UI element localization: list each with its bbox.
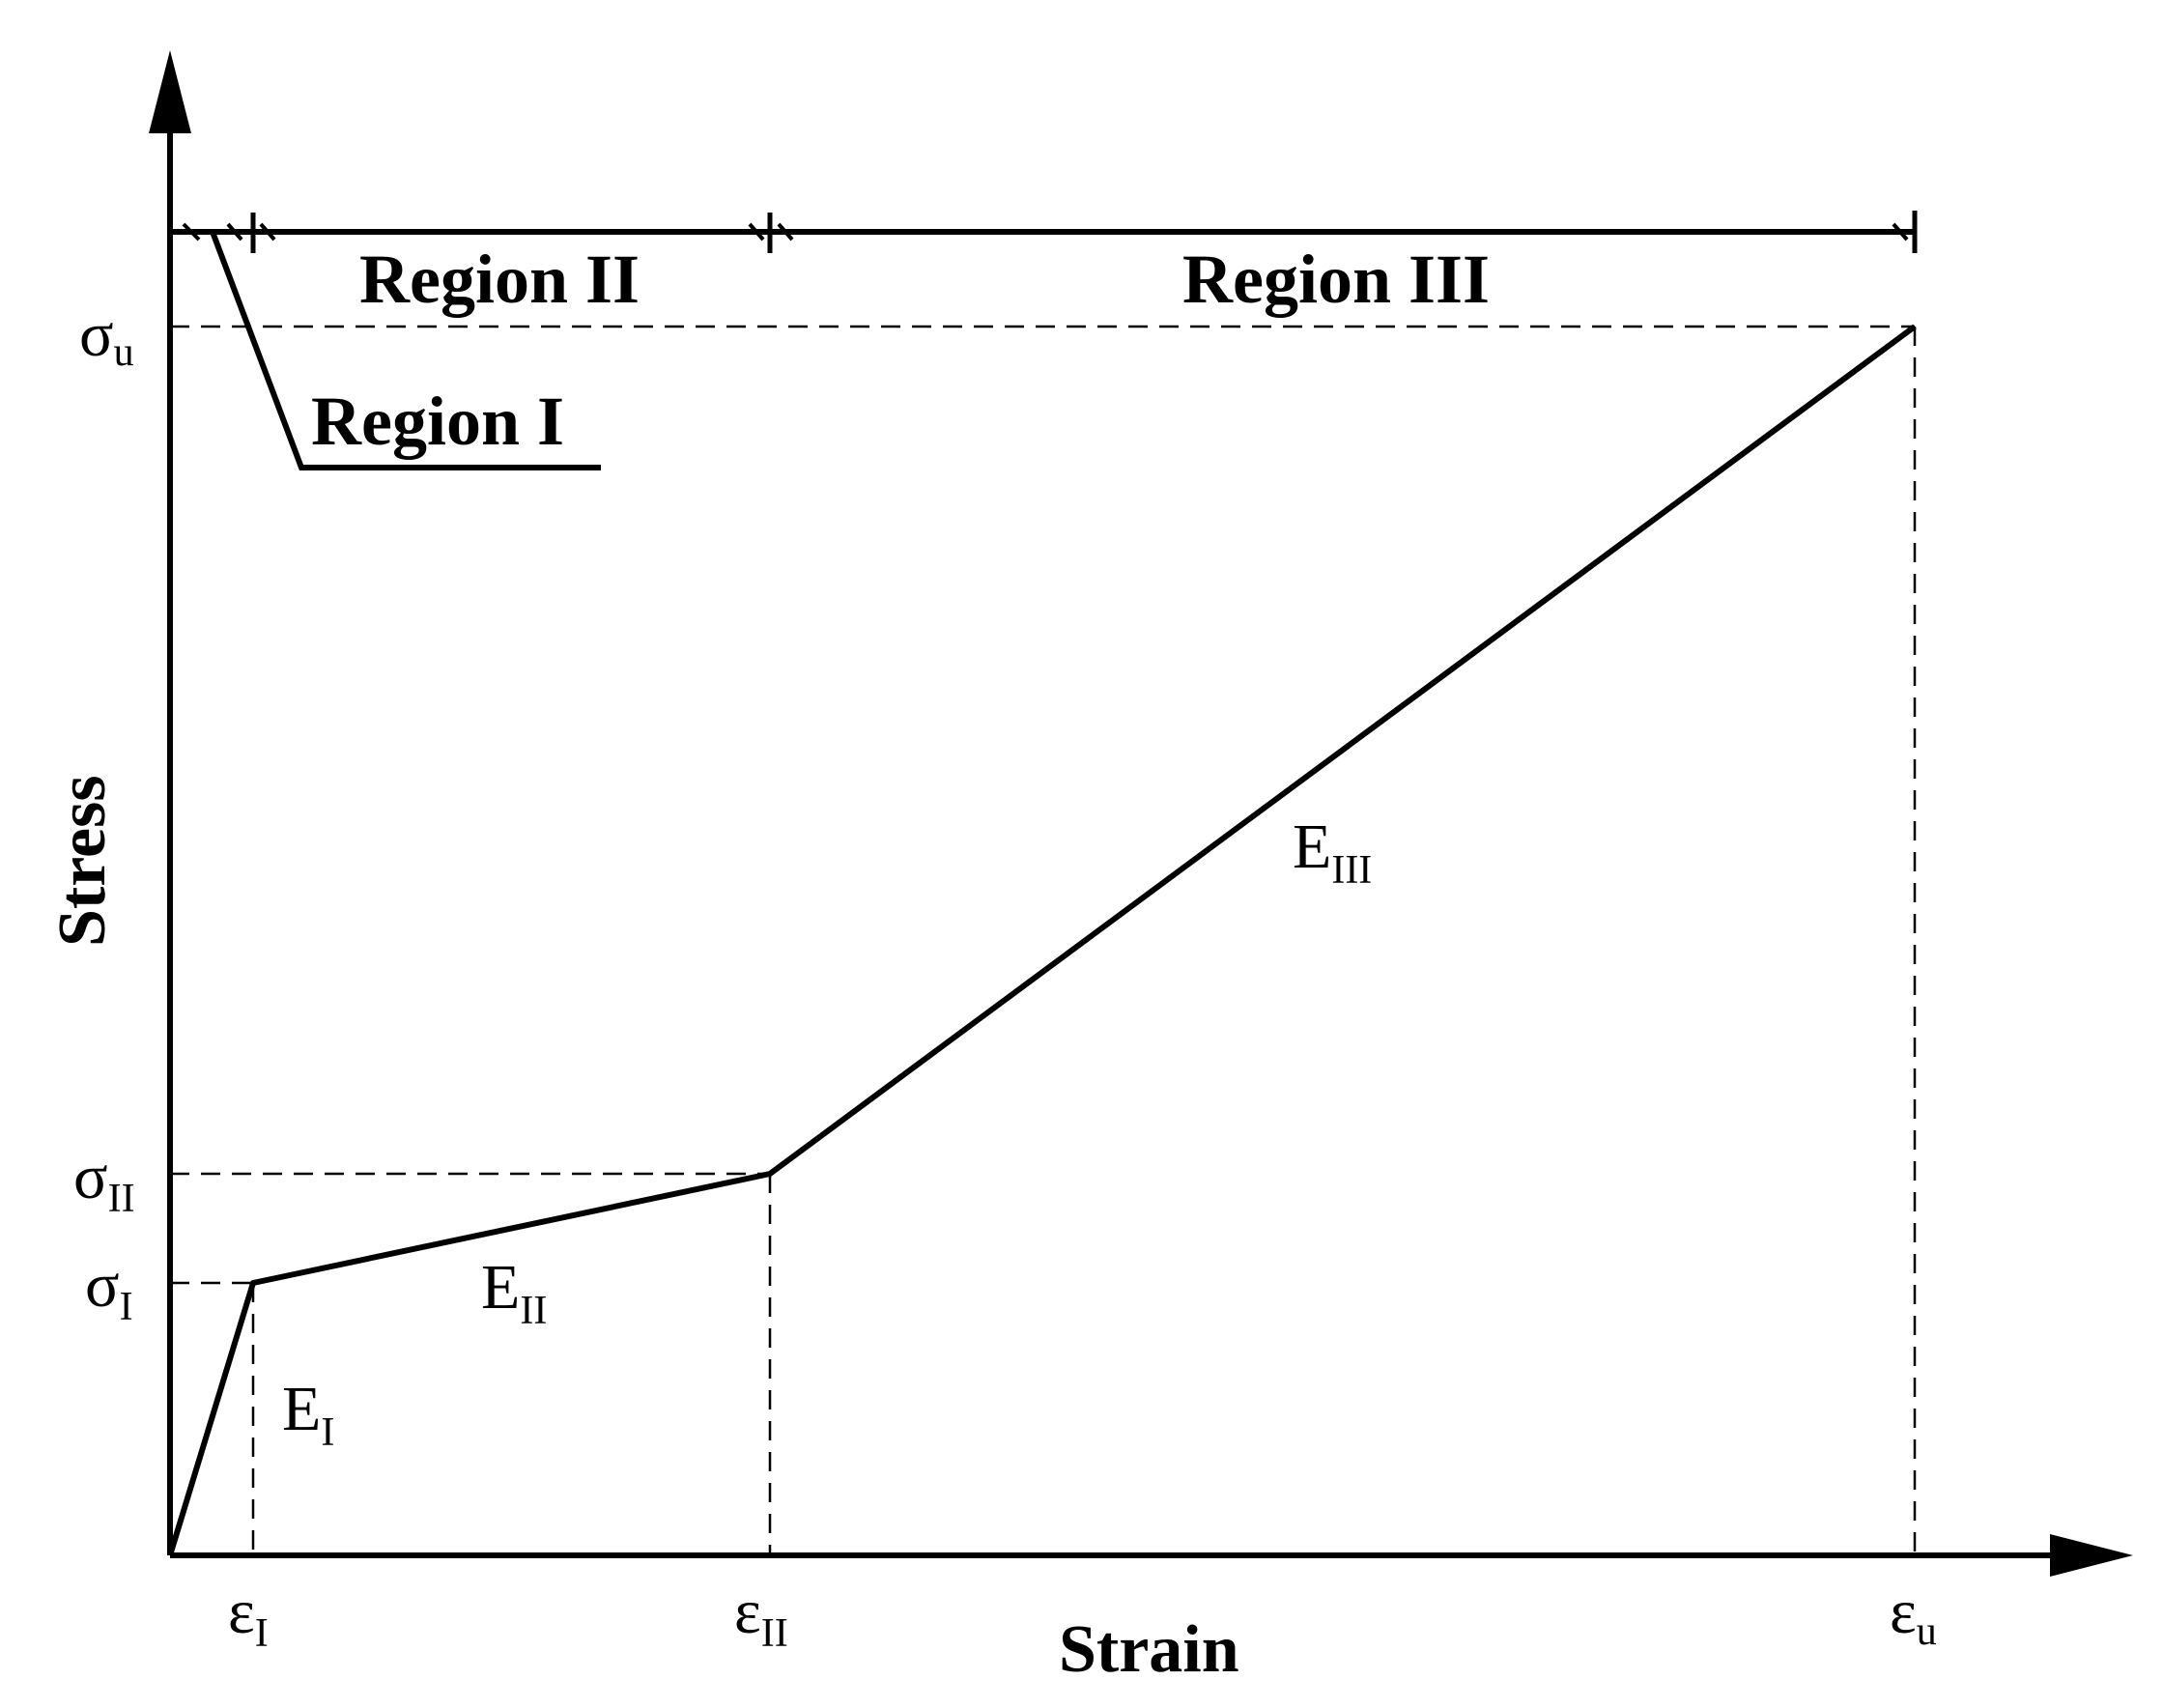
sigma-ii-label: σII	[73, 1142, 135, 1221]
axes	[149, 50, 2133, 1577]
modulus-e-iii-label: EIII	[1293, 811, 1372, 893]
stress-strain-curve	[167, 324, 1917, 1556]
epsilon-ii-label: εII	[734, 1577, 788, 1656]
modulus-e-i-label: EI	[282, 1374, 334, 1455]
region-dimension-line	[167, 211, 1918, 253]
region-arrow-mark	[226, 222, 243, 242]
sigma-i-label: σI	[85, 1250, 133, 1329]
x-axis-label: Strain	[1059, 1612, 1239, 1687]
y-axis-arrowhead	[149, 50, 191, 133]
epsilon-i-label: εI	[228, 1577, 269, 1656]
region-arrow-mark	[1892, 222, 1909, 242]
dashed-guides	[170, 325, 1917, 1555]
y-axis-label: Stress	[45, 775, 120, 947]
region-i-label: Region I	[311, 383, 564, 460]
region-arrow-mark	[748, 222, 765, 242]
region-arrow-mark	[777, 222, 794, 242]
region-arrow-mark	[259, 222, 276, 242]
modulus-e-ii-label: EII	[481, 1252, 547, 1333]
sigma-u-label: σu	[79, 299, 134, 375]
region-ii-label: Region II	[359, 241, 640, 318]
x-axis-arrowhead	[2050, 1534, 2133, 1577]
region-arrow-mark	[182, 222, 201, 242]
region-iii-label: Region III	[1182, 241, 1490, 318]
region-i-leader-line	[210, 230, 601, 470]
epsilon-u-label: εu	[1890, 1577, 1937, 1654]
